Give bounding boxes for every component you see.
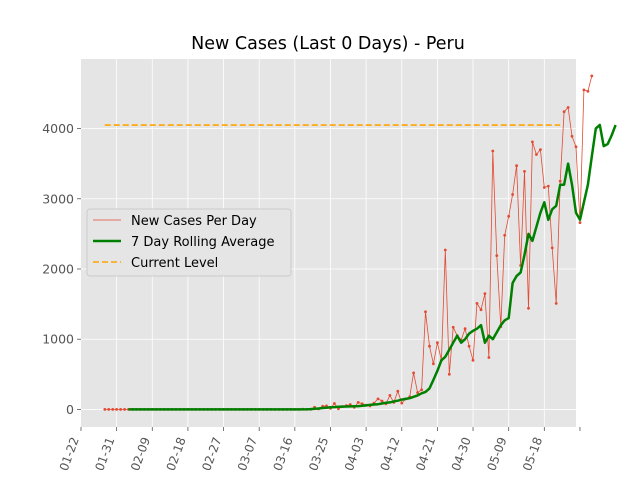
data-point-new-cases	[463, 327, 467, 331]
data-point-new-cases	[416, 391, 419, 394]
data-point-new-cases	[590, 74, 594, 78]
data-point-new-cases	[475, 302, 479, 305]
data-point-new-cases	[443, 248, 447, 252]
data-point-new-cases	[388, 394, 392, 397]
data-point-new-cases	[566, 106, 570, 109]
data-point-new-cases	[356, 401, 360, 404]
data-point-new-cases	[586, 89, 590, 93]
data-point-new-cases	[495, 254, 499, 257]
data-point-new-cases	[523, 170, 526, 173]
legend-current-label: Current Level	[131, 256, 218, 271]
data-point-new-cases	[515, 164, 518, 168]
legend-daily-label: New Cases Per Day	[131, 214, 257, 229]
data-point-new-cases	[570, 134, 574, 138]
data-point-new-cases	[447, 372, 451, 376]
data-point-new-cases	[562, 110, 566, 114]
series-layer	[103, 74, 617, 411]
data-point-new-cases	[432, 362, 435, 366]
data-point-new-cases	[471, 358, 475, 362]
data-point-new-cases	[491, 149, 495, 153]
data-point-new-cases	[582, 88, 586, 92]
y-tick-label: 3000	[42, 191, 74, 206]
data-point-new-cases	[451, 325, 455, 329]
chart-title: New Cases (Last 0 Days) - Peru	[191, 34, 465, 54]
y-tick-label: 0	[66, 402, 74, 417]
data-point-new-cases	[412, 371, 415, 375]
series-line-7-day-rolling-average	[128, 123, 617, 411]
data-point-new-cases	[546, 184, 550, 188]
data-point-new-cases	[483, 292, 487, 295]
data-point-new-cases	[400, 401, 404, 405]
data-point-new-cases	[535, 153, 538, 156]
data-point-new-cases	[420, 388, 423, 392]
data-point-new-cases	[396, 389, 400, 393]
data-point-new-cases	[428, 344, 431, 348]
data-point-new-cases	[479, 308, 483, 312]
data-point-new-cases	[578, 221, 582, 225]
legend: New Cases Per Day 7 Day Rolling Average …	[86, 208, 292, 277]
data-point-new-cases	[527, 306, 530, 310]
y-tick-label: 1000	[42, 332, 74, 347]
data-point-new-cases	[487, 356, 491, 359]
data-point-new-cases	[123, 408, 126, 411]
data-point-new-cases	[554, 302, 558, 305]
data-point-new-cases	[467, 344, 471, 348]
grid	[81, 59, 576, 427]
data-point-new-cases	[103, 408, 107, 411]
data-point-new-cases	[436, 341, 439, 345]
data-point-new-cases	[550, 246, 554, 250]
data-point-new-cases	[380, 399, 384, 403]
data-point-new-cases	[511, 193, 514, 196]
data-point-new-cases	[333, 402, 336, 405]
legend-box	[86, 208, 292, 277]
data-point-new-cases	[424, 310, 427, 314]
data-point-new-cases	[542, 186, 546, 189]
data-point-new-cases	[574, 145, 578, 149]
y-tick-label: 2000	[42, 261, 74, 276]
data-point-new-cases	[531, 140, 534, 144]
data-point-new-cases	[107, 408, 111, 411]
data-point-new-cases	[119, 408, 122, 411]
y-tick-label: 4000	[42, 121, 74, 136]
legend-rolling-label: 7 Day Rolling Average	[131, 235, 274, 250]
data-point-new-cases	[115, 408, 118, 411]
data-point-new-cases	[558, 179, 562, 183]
data-point-new-cases	[539, 148, 542, 152]
data-point-new-cases	[111, 408, 115, 411]
data-point-new-cases	[507, 214, 511, 218]
data-point-new-cases	[503, 233, 507, 237]
data-point-new-cases	[376, 397, 380, 401]
